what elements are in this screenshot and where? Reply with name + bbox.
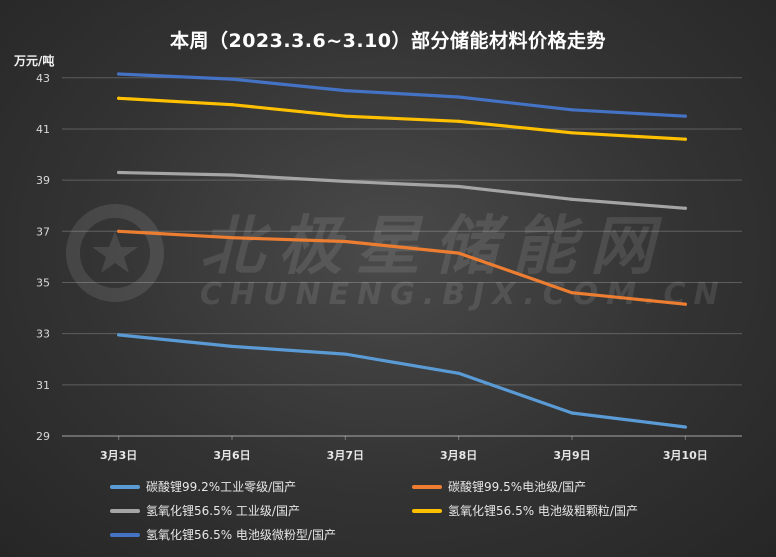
legend-swatch	[412, 508, 442, 513]
data-point	[683, 114, 687, 118]
data-point	[570, 131, 574, 135]
data-point	[117, 170, 121, 175]
data-point	[230, 103, 234, 107]
data-point	[570, 411, 574, 415]
legend-item: 氢氧化锂56.5% 工业级/国产	[110, 502, 300, 519]
data-point	[457, 251, 461, 255]
data-point	[683, 425, 687, 429]
series-line-5	[117, 72, 687, 118]
data-point	[457, 119, 461, 123]
data-point	[457, 95, 461, 99]
data-point	[343, 114, 347, 118]
data-point	[230, 344, 234, 349]
y-tick-label: 37	[36, 225, 50, 238]
data-point	[683, 302, 687, 306]
data-point	[683, 206, 687, 210]
y-tick-label: 33	[36, 328, 50, 341]
data-point	[457, 371, 461, 375]
data-point	[343, 352, 347, 356]
data-point	[117, 72, 121, 76]
legend-swatch	[110, 532, 140, 537]
x-tick-label: 3月7日	[327, 449, 364, 462]
legend-label: 氢氧化锂56.5% 电池级粗颗粒/国产	[448, 504, 638, 518]
legend-swatch	[412, 484, 442, 489]
data-point	[230, 173, 234, 177]
data-point	[570, 197, 574, 201]
data-point	[117, 333, 121, 337]
x-tick-label: 3月8日	[440, 449, 477, 462]
series-line-4	[117, 96, 687, 141]
data-point	[343, 88, 347, 93]
legend-item: 碳酸锂99.2%工业零级/国产	[110, 478, 296, 495]
y-tick-label: 31	[36, 379, 50, 392]
legend-label: 氢氧化锂56.5% 工业级/国产	[146, 504, 300, 518]
legend-label: 氢氧化锂56.5% 电池级微粉型/国产	[146, 528, 336, 542]
x-tick-label: 3月9日	[553, 449, 590, 462]
legend-label: 碳酸锂99.2%工业零级/国产	[146, 480, 297, 494]
x-tick-label: 3月10日	[663, 449, 708, 462]
data-point	[683, 137, 687, 141]
chart-title: 本周（2023.3.6~3.10）部分储能材料价格走势	[169, 30, 607, 52]
y-tick-label: 29	[36, 430, 50, 443]
legend-item: 氢氧化锂56.5% 电池级微粉型/国产	[110, 526, 336, 543]
legend-item: 碳酸锂99.5%电池级/国产	[412, 478, 586, 495]
legend-swatch	[110, 508, 140, 513]
x-tick-label: 3月3日	[100, 449, 137, 462]
series-line-2	[117, 229, 687, 306]
x-tick-label: 3月6日	[213, 449, 250, 462]
data-point	[230, 236, 234, 240]
legend-swatch	[110, 484, 140, 489]
data-point	[117, 96, 121, 100]
y-axis-unit: 万元/吨	[14, 54, 55, 68]
data-point	[343, 179, 347, 184]
data-point	[457, 184, 461, 189]
data-point	[230, 77, 234, 81]
data-point	[570, 291, 574, 295]
data-point	[570, 108, 574, 112]
y-tick-label: 43	[36, 72, 50, 85]
series-line-3	[117, 170, 687, 210]
series-line-1	[117, 333, 687, 429]
y-tick-label: 39	[36, 174, 50, 187]
data-point	[117, 229, 121, 233]
y-tick-label: 35	[36, 276, 50, 289]
legend-item: 氢氧化锂56.5% 电池级粗颗粒/国产	[412, 502, 638, 519]
legend-label: 碳酸锂99.5%电池级/国产	[448, 480, 587, 494]
data-point	[343, 239, 347, 244]
y-tick-label: 41	[36, 123, 50, 136]
